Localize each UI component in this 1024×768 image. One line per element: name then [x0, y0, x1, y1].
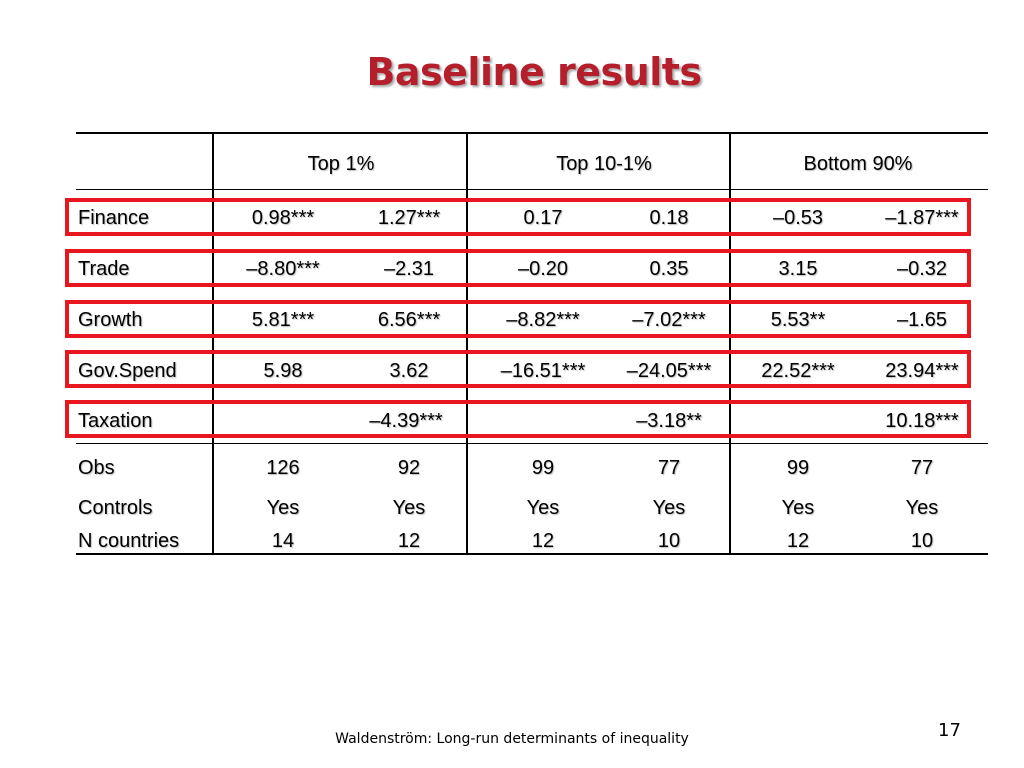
row-label-growth: Growth: [78, 309, 143, 331]
table-cell: Yes: [781, 497, 815, 519]
table-cell: 99: [786, 457, 810, 479]
table-cell: 10: [657, 530, 681, 552]
table-cell: –4.39***: [369, 410, 443, 432]
highlight-box-growth: [65, 300, 971, 338]
row-label-n-countries: N countries: [78, 530, 180, 552]
header-top-1: Top 1%: [307, 153, 375, 175]
highlight-box-taxation: [65, 400, 971, 438]
slide-footer: Waldenström: Long-run determinants of in…: [335, 731, 689, 747]
table-cell: –8.80***: [246, 258, 320, 280]
column-divider-2: [466, 132, 468, 555]
header-bottom-90: Bottom 90%: [803, 153, 913, 175]
slide-title: Baseline results: [366, 50, 702, 94]
header-top-10-1: Top 10-1%: [556, 153, 652, 175]
table-cell: 14: [271, 530, 295, 552]
row-label-finance: Finance: [78, 207, 150, 229]
table-cell: Yes: [652, 497, 686, 519]
table-cell: 3.15: [778, 258, 818, 280]
table-cell: 1.27***: [377, 207, 441, 229]
table-cell: –3.18**: [636, 410, 702, 432]
table-cell: 12: [531, 530, 555, 552]
table-cell: 22.52***: [761, 360, 835, 382]
table-cell: –2.31: [383, 258, 435, 280]
table-cell: –0.20: [517, 258, 569, 280]
table-cell: –16.51***: [500, 360, 586, 382]
row-label-controls: Controls: [78, 497, 153, 519]
table-cell: 0.35: [649, 258, 689, 280]
table-top-rule: [76, 132, 988, 134]
table-cell: 5.81***: [251, 309, 315, 331]
row-label-trade: Trade: [78, 258, 130, 280]
table-cell: 23.94***: [885, 360, 959, 382]
table-bottom-rule: [76, 553, 988, 555]
table-cell: 12: [786, 530, 810, 552]
table-cell: –7.02***: [632, 309, 706, 331]
highlight-box-finance: [65, 198, 971, 236]
column-divider-1: [212, 132, 214, 555]
header-divider-rule: [76, 189, 988, 190]
table-cell: Yes: [266, 497, 300, 519]
table-cell: 6.56***: [377, 309, 441, 331]
table-cell: –0.53: [772, 207, 824, 229]
table-cell: Yes: [905, 497, 939, 519]
table-cell: –8.82***: [506, 309, 580, 331]
table-cell: 12: [397, 530, 421, 552]
table-cell: 0.17: [523, 207, 563, 229]
table-cell: 10: [910, 530, 934, 552]
table-cell: –0.32: [896, 258, 948, 280]
row-label-obs: Obs: [78, 457, 115, 479]
table-cell: 77: [657, 457, 681, 479]
highlight-box-gov-spend: [65, 350, 971, 388]
table-cell: –1.65: [896, 309, 948, 331]
table-cell: 99: [531, 457, 555, 479]
table-cell: 3.62: [389, 360, 429, 382]
table-cell: 0.98***: [251, 207, 315, 229]
column-divider-3: [729, 132, 731, 555]
table-cell: Yes: [526, 497, 560, 519]
row-label-gov-spend: Gov.Spend: [78, 360, 177, 382]
table-cell: 5.53**: [770, 309, 826, 331]
table-cell: 77: [910, 457, 934, 479]
stats-divider-rule: [76, 443, 988, 444]
table-cell: –24.05***: [626, 360, 712, 382]
table-cell: 0.18: [649, 207, 689, 229]
table-cell: 5.98: [263, 360, 303, 382]
row-label-taxation: Taxation: [78, 410, 153, 432]
highlight-box-trade: [65, 249, 971, 287]
table-cell: 126: [266, 457, 300, 479]
table-cell: 92: [397, 457, 421, 479]
table-cell: Yes: [392, 497, 426, 519]
page-number: 17: [938, 720, 961, 741]
table-cell: 10.18***: [885, 410, 959, 432]
table-cell: –1.87***: [885, 207, 959, 229]
